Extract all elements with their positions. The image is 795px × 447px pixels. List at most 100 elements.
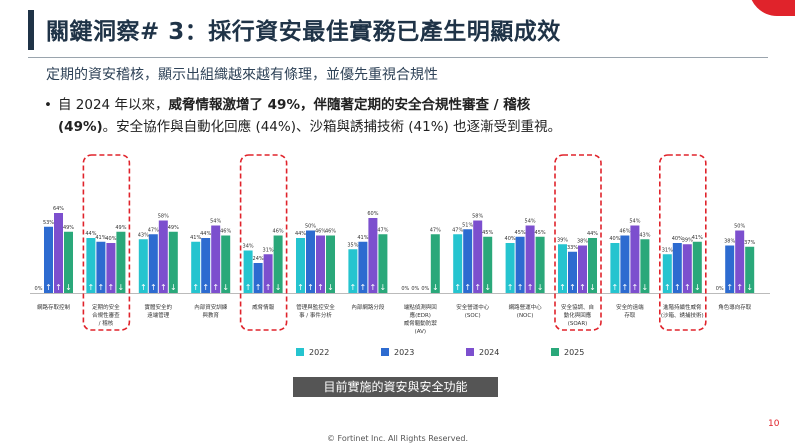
data-label: 45% <box>482 230 493 236</box>
bar-2024-13 <box>735 230 745 293</box>
data-label: 44% <box>295 231 306 237</box>
category-label: 角色導向存取 <box>718 303 752 311</box>
bar-2025-1 <box>116 231 126 293</box>
category-label: 存取 <box>624 311 636 319</box>
category-label: 動化與回應 <box>564 311 592 319</box>
bar-2024-9 <box>525 225 535 293</box>
arrow-icon: ↑ <box>726 283 733 292</box>
bar-2023-8 <box>463 229 473 293</box>
category-label: 網路存取控制 <box>37 303 71 311</box>
arrow-icon: ↑ <box>612 283 619 292</box>
arrow-icon: ↑ <box>150 283 157 292</box>
arrow-icon: ↑ <box>569 283 576 292</box>
arrow-icon: ↑ <box>370 283 377 292</box>
bar-2023-0 <box>44 226 53 293</box>
arrow-icon: ↑ <box>507 283 514 292</box>
bullet-dot: • <box>44 97 52 113</box>
data-label: 24% <box>253 256 264 262</box>
arrow-icon: ↑ <box>317 283 324 292</box>
data-label: 43% <box>639 232 650 238</box>
arrow-icon: ↑ <box>559 283 566 292</box>
category-label: (NOC) <box>517 313 534 319</box>
arrow-icon: ↑ <box>192 283 199 292</box>
arrow-icon: ↓ <box>432 283 439 292</box>
bar-2023-9 <box>515 236 525 293</box>
arrow-icon: ↓ <box>589 283 596 292</box>
category-label: 合規性審查 <box>92 311 120 319</box>
category-label: 遠端管理 <box>147 311 170 319</box>
bar-2025-7 <box>430 234 440 293</box>
bar-2025-2 <box>168 231 178 293</box>
chart-caption: 目前實施的資安與安全功能 <box>293 377 498 397</box>
bullet-text-highlight: 威脅情報激增了 49%，伴隨著定期的安全合規性審查 / 稽核 <box>168 97 531 113</box>
arrow-icon: ↑ <box>297 283 304 292</box>
arrow-icon: ↑ <box>307 283 314 292</box>
bar-2023-5 <box>306 230 315 293</box>
legend-swatch-2025 <box>551 348 559 356</box>
bar-2024-12 <box>682 244 692 293</box>
bar-2024-8 <box>473 220 483 293</box>
copyright-footer: © Fortinet Inc. All Rights Reserved. <box>326 434 468 443</box>
data-label: 0% <box>411 286 419 292</box>
bar-2022-5 <box>296 238 305 293</box>
highlight-box <box>82 154 131 331</box>
data-label: 51% <box>462 222 473 228</box>
arrow-icon: ↑ <box>245 283 252 292</box>
arrow-icon: ↑ <box>622 283 629 292</box>
category-label: (AV) <box>415 329 426 335</box>
bar-2023-2 <box>148 234 158 293</box>
page-number: 10 <box>768 419 780 429</box>
arrow-icon: ↑ <box>464 283 471 292</box>
data-label: 44% <box>587 231 598 237</box>
page-subtitle: 定期的資安稽核，顯示出組織越來越有條理，並優先重視合規性 <box>46 67 438 83</box>
bar-2022-10 <box>558 244 567 293</box>
arrow-icon: ↑ <box>674 283 681 292</box>
data-label: 44% <box>200 231 211 237</box>
bar-2022-11 <box>610 243 620 293</box>
arrow-icon: ↓ <box>275 283 282 292</box>
data-label: 46% <box>325 229 336 235</box>
highlight-box <box>658 154 707 331</box>
data-label: 49% <box>168 225 179 231</box>
data-label: 41% <box>95 235 106 241</box>
bar-2024-2 <box>158 220 168 293</box>
data-label: 31% <box>662 247 673 253</box>
data-label: 41% <box>190 235 201 241</box>
bullet-text-highlight-pct: (49%) <box>58 119 103 135</box>
bar-2023-3 <box>201 238 211 293</box>
data-label: 44% <box>85 231 96 237</box>
highlight-box <box>239 154 288 331</box>
bar-2023-4 <box>253 263 263 293</box>
arrow-icon: ↑ <box>664 283 671 292</box>
bar-2025-6 <box>378 234 388 293</box>
bar-2022-6 <box>348 249 358 293</box>
category-label: 威脅情報 <box>252 303 275 311</box>
category-label: 應(EDR) <box>410 311 431 319</box>
arrow-icon: ↑ <box>88 283 95 292</box>
arrow-icon: ↑ <box>108 283 115 292</box>
bar-2025-13 <box>745 246 755 293</box>
arrow-icon: ↓ <box>694 283 701 292</box>
data-label: 45% <box>535 230 546 236</box>
data-label: 40% <box>672 236 683 242</box>
category-label: 安全的遠端 <box>616 303 644 311</box>
data-label: 64% <box>53 206 64 212</box>
bar-2022-1 <box>86 238 96 293</box>
data-label: 54% <box>629 219 640 225</box>
data-label: 54% <box>210 219 221 225</box>
title-divider <box>28 57 768 58</box>
data-label: 46% <box>315 229 326 235</box>
bar-2022-4 <box>243 250 253 293</box>
category-label: 與教育 <box>202 311 219 319</box>
arrow-icon: ↑ <box>360 283 367 292</box>
category-label: 端點偵測與回 <box>404 303 438 311</box>
arrow-icon: ↑ <box>527 283 534 292</box>
arrow-icon: ↑ <box>140 283 147 292</box>
category-label: (SOAR) <box>568 321 588 327</box>
category-label: 內部資安訓練 <box>194 303 228 311</box>
bar-2025-11 <box>640 239 650 293</box>
bar-2025-8 <box>483 236 493 293</box>
bar-2025-12 <box>692 241 702 293</box>
data-label: 46% <box>619 229 630 235</box>
arrow-icon: ↓ <box>537 283 544 292</box>
